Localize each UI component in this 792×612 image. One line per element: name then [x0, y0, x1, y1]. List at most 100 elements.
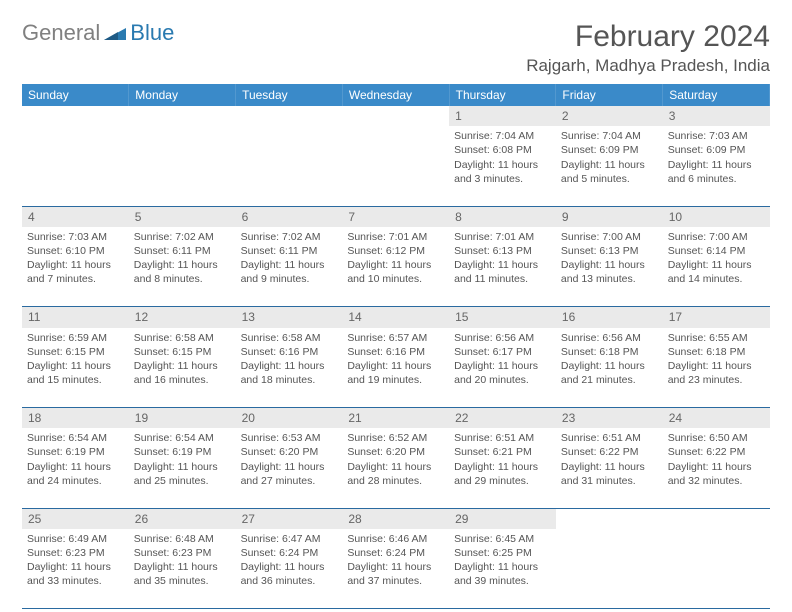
- day-ss: Sunset: 6:09 PM: [561, 143, 658, 157]
- day-d2: and 21 minutes.: [561, 373, 658, 387]
- day-sr: Sunrise: 7:04 AM: [454, 129, 551, 143]
- day-number-cell: 2: [556, 106, 663, 126]
- day-number-cell: 21: [342, 408, 449, 429]
- day-ss: Sunset: 6:25 PM: [454, 546, 551, 560]
- day-detail-cell: Sunrise: 7:04 AMSunset: 6:08 PMDaylight:…: [449, 126, 556, 206]
- day-d1: Daylight: 11 hours: [561, 258, 658, 272]
- day-detail-cell: Sunrise: 6:51 AMSunset: 6:22 PMDaylight:…: [556, 428, 663, 508]
- day-d2: and 18 minutes.: [241, 373, 338, 387]
- day-sr: Sunrise: 6:47 AM: [241, 532, 338, 546]
- day-d1: Daylight: 11 hours: [347, 460, 444, 474]
- day-sr: Sunrise: 7:02 AM: [241, 230, 338, 244]
- day-number-cell: 22: [449, 408, 556, 429]
- day-ss: Sunset: 6:23 PM: [134, 546, 231, 560]
- day-detail-cell: [556, 529, 663, 609]
- day-ss: Sunset: 6:24 PM: [347, 546, 444, 560]
- day-d1: Daylight: 11 hours: [241, 560, 338, 574]
- day-sr: Sunrise: 6:45 AM: [454, 532, 551, 546]
- day-d2: and 3 minutes.: [454, 172, 551, 186]
- day-number-cell: 20: [236, 408, 343, 429]
- day-d1: Daylight: 11 hours: [561, 359, 658, 373]
- day-ss: Sunset: 6:19 PM: [134, 445, 231, 459]
- day-number-row: 18192021222324: [22, 408, 770, 429]
- day-number-cell: [663, 508, 770, 529]
- day-detail-cell: [236, 126, 343, 206]
- day-number-cell: 9: [556, 206, 663, 227]
- day-detail-cell: [22, 126, 129, 206]
- day-d1: Daylight: 11 hours: [27, 359, 124, 373]
- day-d1: Daylight: 11 hours: [561, 460, 658, 474]
- day-detail-row: Sunrise: 6:54 AMSunset: 6:19 PMDaylight:…: [22, 428, 770, 508]
- day-sr: Sunrise: 6:56 AM: [561, 331, 658, 345]
- day-ss: Sunset: 6:11 PM: [134, 244, 231, 258]
- day-detail-cell: [663, 529, 770, 609]
- day-sr: Sunrise: 6:58 AM: [241, 331, 338, 345]
- day-detail-cell: Sunrise: 6:52 AMSunset: 6:20 PMDaylight:…: [342, 428, 449, 508]
- day-number-row: 2526272829: [22, 508, 770, 529]
- day-detail-cell: Sunrise: 6:57 AMSunset: 6:16 PMDaylight:…: [342, 328, 449, 408]
- day-detail-row: Sunrise: 7:04 AMSunset: 6:08 PMDaylight:…: [22, 126, 770, 206]
- day-ss: Sunset: 6:21 PM: [454, 445, 551, 459]
- day-d2: and 13 minutes.: [561, 272, 658, 286]
- day-d2: and 23 minutes.: [668, 373, 765, 387]
- weekday-header: Sunday: [22, 84, 129, 106]
- day-d2: and 29 minutes.: [454, 474, 551, 488]
- weekday-header: Friday: [556, 84, 663, 106]
- day-ss: Sunset: 6:22 PM: [668, 445, 765, 459]
- day-sr: Sunrise: 6:51 AM: [454, 431, 551, 445]
- day-detail-cell: Sunrise: 7:04 AMSunset: 6:09 PMDaylight:…: [556, 126, 663, 206]
- day-d2: and 6 minutes.: [668, 172, 765, 186]
- day-detail-cell: Sunrise: 6:48 AMSunset: 6:23 PMDaylight:…: [129, 529, 236, 609]
- day-d1: Daylight: 11 hours: [668, 158, 765, 172]
- day-sr: Sunrise: 6:48 AM: [134, 532, 231, 546]
- day-d2: and 39 minutes.: [454, 574, 551, 588]
- day-detail-row: Sunrise: 6:59 AMSunset: 6:15 PMDaylight:…: [22, 328, 770, 408]
- day-d1: Daylight: 11 hours: [27, 460, 124, 474]
- day-detail-cell: Sunrise: 6:58 AMSunset: 6:15 PMDaylight:…: [129, 328, 236, 408]
- day-number-cell: 6: [236, 206, 343, 227]
- day-sr: Sunrise: 7:04 AM: [561, 129, 658, 143]
- day-d2: and 33 minutes.: [27, 574, 124, 588]
- day-number-cell: 27: [236, 508, 343, 529]
- day-detail-cell: Sunrise: 6:58 AMSunset: 6:16 PMDaylight:…: [236, 328, 343, 408]
- day-ss: Sunset: 6:20 PM: [241, 445, 338, 459]
- day-detail-row: Sunrise: 7:03 AMSunset: 6:10 PM Daylight:…: [22, 227, 770, 307]
- day-d2: and 32 minutes.: [668, 474, 765, 488]
- day-number-cell: 28: [342, 508, 449, 529]
- day-d1: Daylight: 11 hours: [134, 560, 231, 574]
- day-d1: Daylight: 11 hours: [241, 258, 338, 272]
- day-ss: Sunset: 6:17 PM: [454, 345, 551, 359]
- day-sr: Sunrise: 6:50 AM: [668, 431, 765, 445]
- day-ss: Sunset: 6:18 PM: [561, 345, 658, 359]
- day-sr: Sunrise: 7:03 AM: [27, 230, 124, 244]
- day-sr: Sunrise: 6:53 AM: [241, 431, 338, 445]
- day-d1: Daylight: 11 hours: [347, 359, 444, 373]
- day-d1: Daylight: 11 hours: [454, 158, 551, 172]
- day-d1: Daylight: 11 hours: [347, 258, 444, 272]
- day-ss: Sunset: 6:20 PM: [347, 445, 444, 459]
- day-number-cell: 11: [22, 307, 129, 328]
- day-number-cell: [129, 106, 236, 126]
- day-sr: Sunrise: 6:46 AM: [347, 532, 444, 546]
- day-d1: Daylight: 11 hours: [668, 258, 765, 272]
- day-sr: Sunrise: 6:55 AM: [668, 331, 765, 345]
- day-ss: Sunset: 6:24 PM: [241, 546, 338, 560]
- day-ss: Sunset: 6:16 PM: [347, 345, 444, 359]
- day-ss: Sunset: 6:22 PM: [561, 445, 658, 459]
- day-d1: Daylight: 11 hours: [134, 258, 231, 272]
- day-d1: Daylight: 11 hours: [668, 359, 765, 373]
- day-number-cell: 15: [449, 307, 556, 328]
- day-detail-cell: Sunrise: 6:55 AMSunset: 6:18 PMDaylight:…: [663, 328, 770, 408]
- day-ss: Sunset: 6:10 PM: [27, 244, 124, 258]
- day-d1: Daylight: 11 hours: [27, 560, 124, 574]
- day-ss: Sunset: 6:16 PM: [241, 345, 338, 359]
- day-ss: Sunset: 6:11 PM: [241, 244, 338, 258]
- day-ss: Sunset: 6:15 PM: [134, 345, 231, 359]
- calendar-head: SundayMondayTuesdayWednesdayThursdayFrid…: [22, 84, 770, 106]
- day-ss: Sunset: 6:23 PM: [27, 546, 124, 560]
- day-sr: Sunrise: 6:49 AM: [27, 532, 124, 546]
- day-detail-cell: Sunrise: 6:51 AMSunset: 6:21 PMDaylight:…: [449, 428, 556, 508]
- day-number-cell: 26: [129, 508, 236, 529]
- day-detail-cell: Sunrise: 7:00 AMSunset: 6:13 PMDaylight:…: [556, 227, 663, 307]
- day-number-cell: [22, 106, 129, 126]
